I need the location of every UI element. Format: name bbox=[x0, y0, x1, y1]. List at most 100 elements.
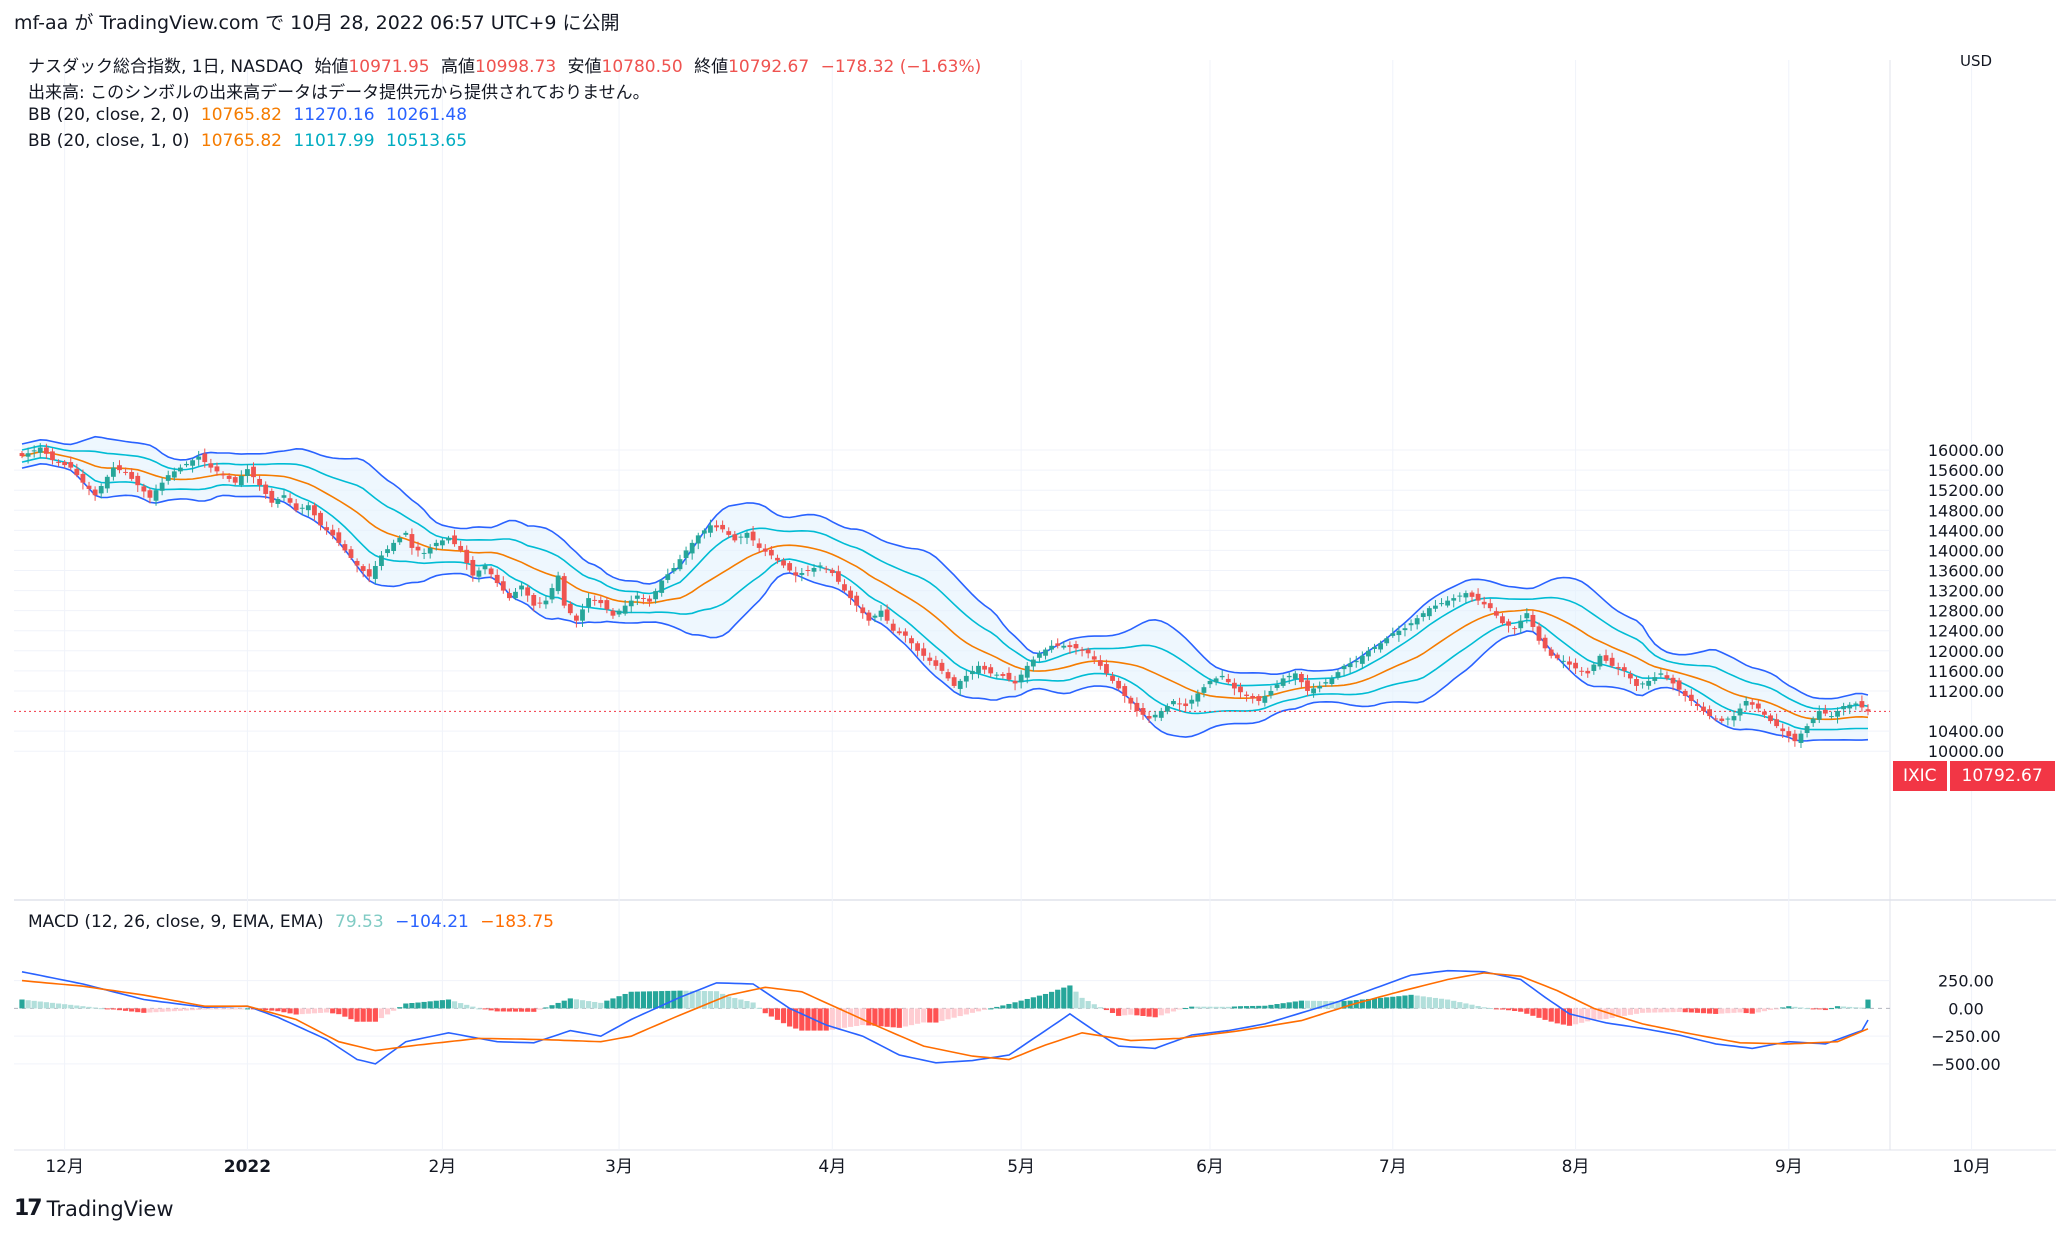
macd-hist-bar bbox=[1152, 1008, 1158, 1018]
bb1-legend[interactable]: BB (20, close, 1, 0) 10765.82 11017.99 1… bbox=[28, 131, 473, 151]
macd-line bbox=[21, 969, 1869, 1065]
macd-hist-bar bbox=[1079, 997, 1085, 1009]
macd-hist-bar bbox=[1164, 1008, 1170, 1014]
macd-hist-bar bbox=[933, 1008, 939, 1023]
candle-body bbox=[1262, 695, 1268, 703]
candle-body bbox=[1311, 688, 1316, 694]
macd-hist-bar bbox=[1694, 1008, 1701, 1013]
macd-hist-bar bbox=[1371, 998, 1378, 1009]
bb-upper-1sd bbox=[21, 444, 1869, 710]
macd-hist-bar bbox=[165, 1008, 171, 1012]
candle-body bbox=[1317, 685, 1323, 689]
candle-body bbox=[1024, 665, 1030, 678]
macd-hist-bar bbox=[360, 1008, 366, 1022]
candle-body bbox=[1420, 613, 1426, 617]
macd-hist-bar bbox=[1469, 1004, 1475, 1009]
candle-body bbox=[805, 570, 811, 572]
candle-body bbox=[1548, 649, 1554, 656]
candle-body bbox=[1847, 704, 1853, 709]
candle-body bbox=[269, 490, 275, 503]
candle-body bbox=[1627, 673, 1633, 679]
macd-hist-bar bbox=[1749, 1008, 1755, 1014]
macd-hist-bar bbox=[1481, 1007, 1487, 1009]
time-tick-label: 12月 bbox=[45, 1157, 84, 1177]
macd-hist-bar bbox=[1042, 993, 1049, 1009]
candle-body bbox=[141, 486, 147, 492]
candle-body bbox=[1207, 680, 1213, 685]
macd-hist-bar bbox=[384, 1008, 391, 1015]
macd-hist-bar bbox=[68, 1004, 74, 1009]
candle-body bbox=[117, 465, 122, 471]
candle-body bbox=[299, 507, 305, 509]
macd-hist-bar bbox=[324, 1008, 330, 1013]
macd-hist-bar bbox=[1518, 1008, 1524, 1012]
macd-hist-bar bbox=[1646, 1008, 1652, 1013]
candle-body bbox=[1274, 684, 1280, 688]
candle-body bbox=[842, 584, 847, 591]
macd-hist-bar bbox=[1457, 1002, 1463, 1009]
candle-body bbox=[68, 462, 74, 468]
macd-hist-bar bbox=[525, 1008, 531, 1012]
macd-hist-bar bbox=[1615, 1008, 1621, 1017]
candle-body bbox=[1780, 728, 1786, 732]
macd-hist-bar bbox=[750, 1002, 756, 1009]
candle-body bbox=[1268, 690, 1274, 696]
candle-body bbox=[1524, 613, 1530, 619]
candle-body bbox=[403, 532, 409, 535]
macd-hist-bar bbox=[1731, 1008, 1737, 1013]
macd-hist-bar bbox=[311, 1008, 318, 1014]
candle-body bbox=[1676, 680, 1682, 690]
macd-hist-bar bbox=[220, 1008, 226, 1010]
macd-legend[interactable]: MACD (12, 26, close, 9, EMA, EMA) 79.53 … bbox=[28, 912, 560, 932]
candle-body bbox=[622, 605, 628, 614]
footer[interactable]: 17 TradingView bbox=[14, 1196, 174, 1221]
macd-hist-bar bbox=[305, 1008, 311, 1014]
macd-hist-bar bbox=[317, 1008, 324, 1013]
price-tick-label: 14800.00 bbox=[1928, 501, 2004, 520]
macd-hist-bar bbox=[628, 991, 634, 1009]
macd-hist-bar bbox=[555, 1002, 561, 1009]
macd-lines bbox=[21, 969, 1869, 1065]
macd-hist-bar bbox=[1304, 1000, 1311, 1009]
candle-body bbox=[318, 512, 323, 526]
candle-body bbox=[1688, 694, 1694, 701]
macd-hist-bar bbox=[902, 1008, 908, 1027]
macd-hist-bar bbox=[1847, 1006, 1853, 1009]
macd-hist-bar bbox=[1262, 1005, 1268, 1009]
candle-body bbox=[744, 532, 750, 538]
macd-hist-bar bbox=[1128, 1008, 1134, 1015]
candle-body bbox=[312, 505, 317, 516]
candle-body bbox=[1762, 711, 1767, 715]
bb2-legend[interactable]: BB (20, close, 2, 0) 10765.82 11270.16 1… bbox=[28, 105, 473, 125]
macd-hist-bar bbox=[1207, 1006, 1213, 1009]
bb1-lower: 10513.65 bbox=[385, 131, 468, 151]
candle-body bbox=[19, 453, 25, 457]
macd-hist-bar bbox=[1609, 1008, 1615, 1018]
macd-hist-bar bbox=[1676, 1008, 1682, 1013]
candle-body bbox=[360, 566, 366, 572]
axes: 16000.0015600.0015200.0014800.0014400.00… bbox=[45, 441, 2004, 1177]
macd-hist-bar bbox=[1274, 1004, 1280, 1009]
macd-hist-bar bbox=[878, 1008, 884, 1027]
grid bbox=[14, 60, 2056, 1151]
macd-hist-bar bbox=[1493, 1008, 1499, 1010]
macd-hist-bar bbox=[841, 1008, 848, 1028]
candle-body bbox=[762, 548, 768, 552]
candle-body bbox=[263, 484, 269, 494]
legend-symbol[interactable]: ナスダック総合指数, 1日, NASDAQ bbox=[28, 57, 304, 77]
macd-hist-bar bbox=[969, 1008, 976, 1013]
macd-hist-bar bbox=[927, 1008, 933, 1023]
macd-hist-bar bbox=[1414, 995, 1420, 1009]
macd-hist-bar bbox=[1451, 1000, 1457, 1009]
candle-body bbox=[494, 574, 500, 584]
candle-body bbox=[1043, 649, 1048, 656]
candle-body bbox=[1122, 686, 1128, 696]
candle-body bbox=[1091, 656, 1097, 660]
macd-hist-bar bbox=[701, 991, 707, 1009]
candle-body bbox=[1012, 680, 1018, 684]
macd-hist-bar bbox=[1000, 1005, 1006, 1009]
macd-hist-bar bbox=[476, 1008, 482, 1010]
macd-hist-bar bbox=[994, 1006, 1000, 1009]
macd-hist-bar bbox=[945, 1008, 951, 1020]
